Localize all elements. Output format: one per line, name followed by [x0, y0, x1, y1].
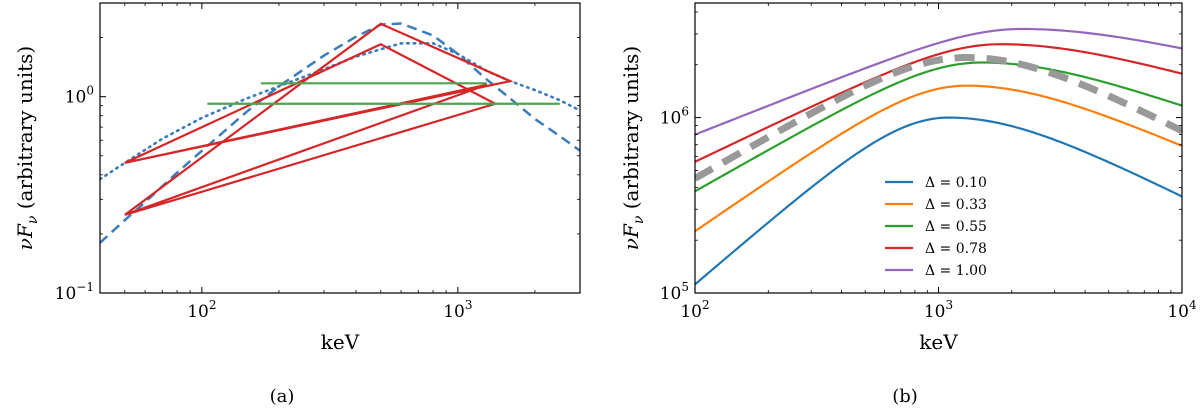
axes-frame-a — [99, 2, 581, 294]
legend-label: Δ = 0.55 — [925, 219, 987, 235]
y-tick-label-b: 105 — [660, 280, 689, 304]
legend-label: Δ = 0.33 — [925, 197, 987, 213]
y-tick-label-a: 100 — [65, 84, 94, 108]
panel-b: 102 103 104 105 106 keV νFν (arbitrary units) (… — [619, 2, 1197, 407]
series-b-2 — [695, 61, 1182, 193]
caption-b: (b) — [892, 386, 918, 407]
series-b-5 — [695, 54, 1182, 182]
y-axis-label-b: νFν (arbitrary units) — [619, 46, 647, 250]
series-b-4 — [695, 27, 1182, 136]
legend-label: Δ = 0.78 — [925, 241, 987, 257]
x-tick-label-a: 102 — [187, 298, 216, 322]
legend-label: Δ = 0.10 — [925, 175, 987, 191]
y-tick-label-b: 106 — [660, 105, 689, 129]
plot-area-a — [100, 22, 580, 244]
plot-area-b — [695, 27, 1182, 286]
legend-label: Δ = 1.00 — [925, 263, 987, 279]
x-axis-label-b: keV — [919, 330, 958, 354]
series-b-1 — [695, 84, 1182, 233]
x-tick-label-b: 102 — [680, 298, 709, 322]
series-b-0 — [695, 116, 1182, 286]
series-a-1 — [100, 42, 580, 181]
y-axis-label-a: νFν (arbitrary units) — [13, 46, 41, 250]
series-a-0 — [100, 22, 580, 244]
series-a-2 — [124, 22, 514, 216]
x-tick-label-a: 103 — [443, 298, 472, 322]
series-b-3 — [695, 43, 1182, 163]
x-axis-label-a: keV — [321, 330, 360, 354]
x-tick-label-b: 104 — [1167, 298, 1197, 322]
x-tick-label-b: 103 — [924, 298, 953, 322]
legend: Δ = 0.10 Δ = 0.33 Δ = 0.55 Δ = 0.78 Δ = 1.00 — [885, 175, 987, 279]
y-tick-label-a: 10−1 — [55, 280, 94, 304]
caption-a: (a) — [270, 386, 295, 407]
panel-a: 102 103 10−1 100 keV νFν (arbitrary units) (a) — [13, 2, 581, 407]
